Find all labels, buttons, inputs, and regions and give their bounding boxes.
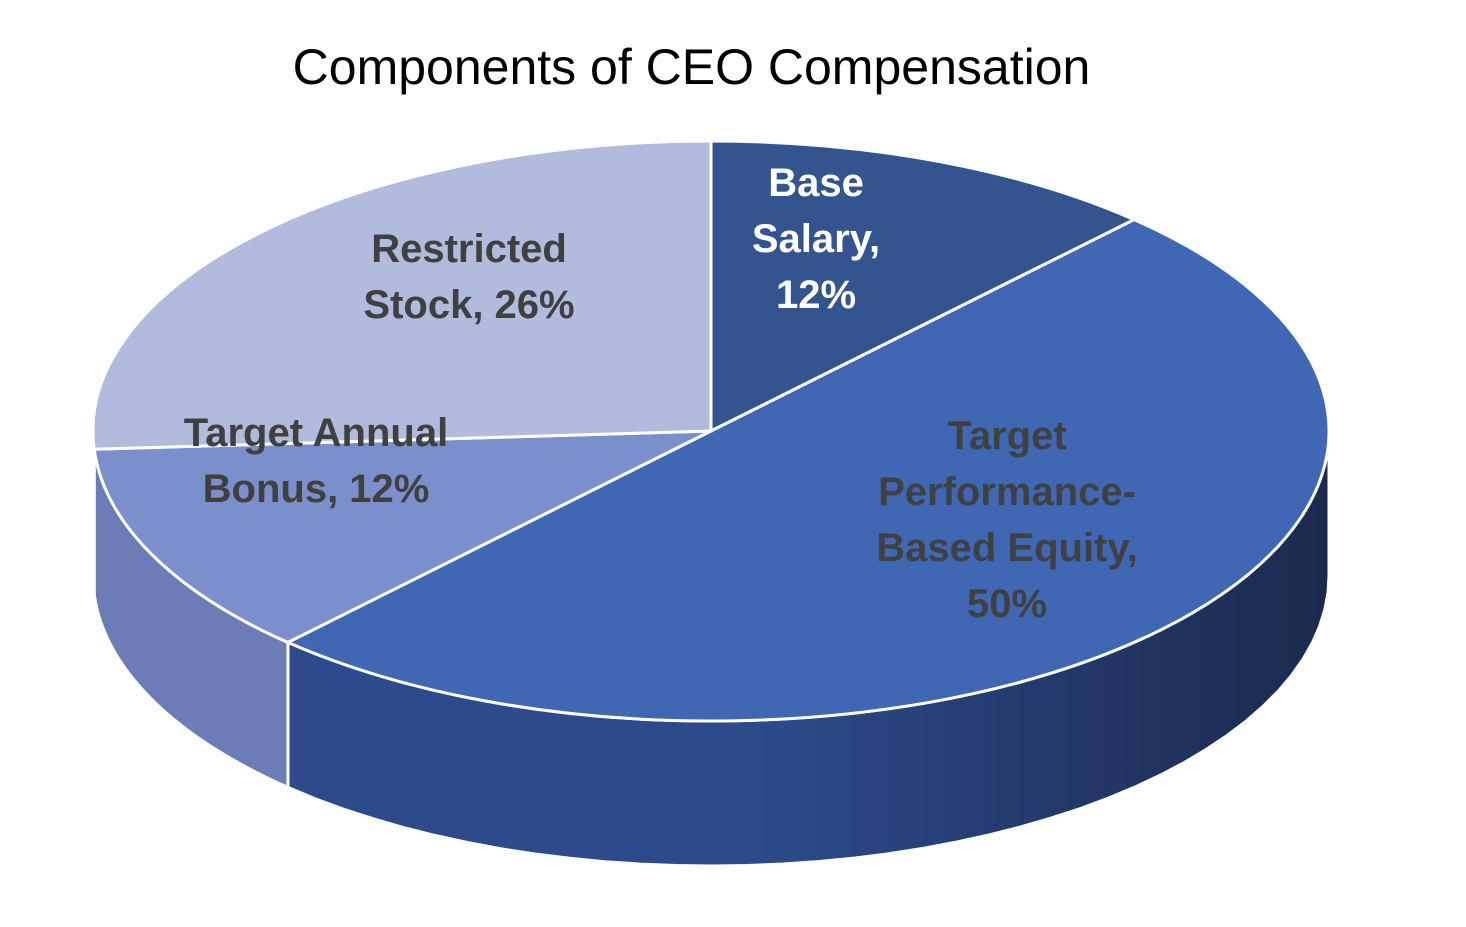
slice-label-line: 50% bbox=[967, 582, 1047, 626]
pie-top-layer bbox=[91, 139, 1331, 723]
slice-label-base-salary: Base Salary, 12% bbox=[752, 161, 880, 317]
chart-title: Components of CEO Compensation bbox=[292, 39, 1091, 95]
slice-label-restricted-stock: Restricted Stock, 26% bbox=[363, 227, 574, 327]
slice-label-line: Salary, bbox=[752, 217, 880, 261]
slice-label-line: Stock, 26% bbox=[363, 283, 574, 327]
slice-label-line: Target bbox=[947, 414, 1066, 458]
slice-label-target-annual-bonus: Target Annual Bonus, 12% bbox=[184, 411, 448, 511]
pie-slice-base-salary bbox=[709, 139, 1138, 434]
slice-label-line: 12% bbox=[776, 273, 856, 317]
slice-label-line: Restricted bbox=[371, 227, 567, 271]
pie-slice-target-performance-based-equity bbox=[284, 217, 1331, 723]
slice-label-line: Bonus, 12% bbox=[203, 467, 430, 511]
slice-label-line: Target Annual bbox=[184, 411, 448, 455]
slice-label-line: Performance- bbox=[878, 470, 1136, 514]
pie-label-layer: Base Salary, 12% Target Performance- Based Eq… bbox=[184, 161, 1138, 626]
pie-slice-target-annual-bonus bbox=[92, 429, 712, 645]
slice-label-line: Base bbox=[768, 161, 864, 205]
pie-slice-restricted-stock bbox=[91, 139, 713, 451]
slice-label-target-performance-based-equity: Target Performance- Based Equity, 50% bbox=[876, 414, 1138, 626]
slice-label-line: Based Equity, bbox=[876, 526, 1138, 570]
